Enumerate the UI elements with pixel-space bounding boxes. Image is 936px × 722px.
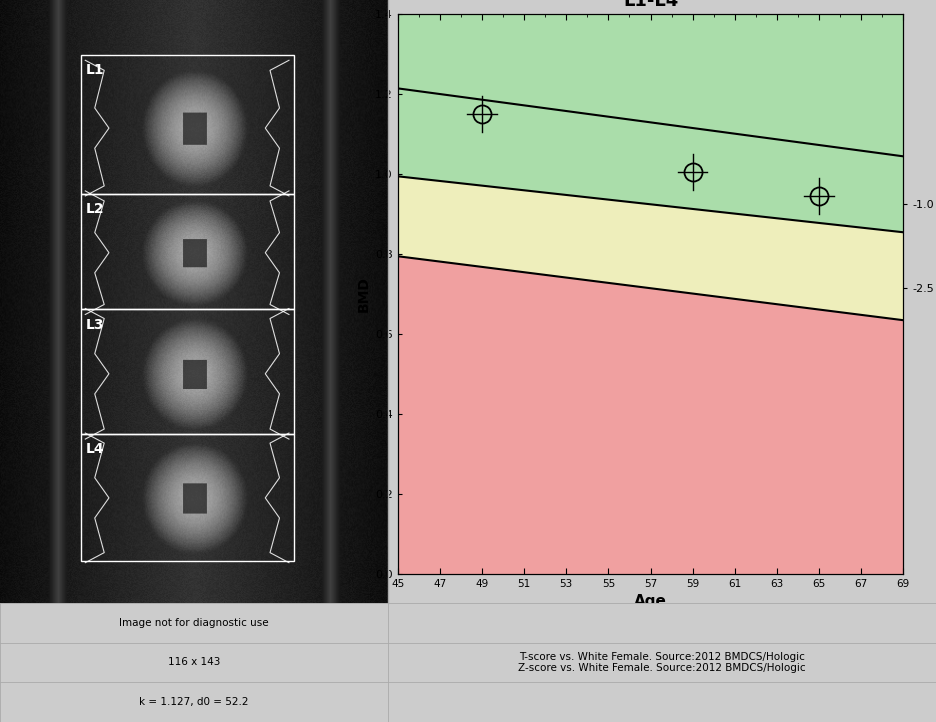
Bar [80,434,294,561]
Text: Image not for diagnostic use: Image not for diagnostic use [120,618,269,627]
Title: L1-L4: L1-L4 [622,0,679,10]
Text: L2: L2 [85,202,104,216]
Text: L3: L3 [85,318,104,331]
Text: 116 x 143: 116 x 143 [168,658,220,667]
X-axis label: Age: Age [634,594,667,609]
Bar [80,194,294,310]
Y-axis label: BMD: BMD [357,277,371,312]
Text: T-score vs. White Female. Source:2012 BMDCS/Hologic
Z-score vs. White Female. So: T-score vs. White Female. Source:2012 BM… [519,652,806,673]
Bar [80,56,294,194]
Text: L1: L1 [85,64,104,77]
Bar [80,310,294,434]
Text: L4: L4 [85,442,104,456]
Text: k = 1.127, d0 = 52.2: k = 1.127, d0 = 52.2 [139,697,249,707]
